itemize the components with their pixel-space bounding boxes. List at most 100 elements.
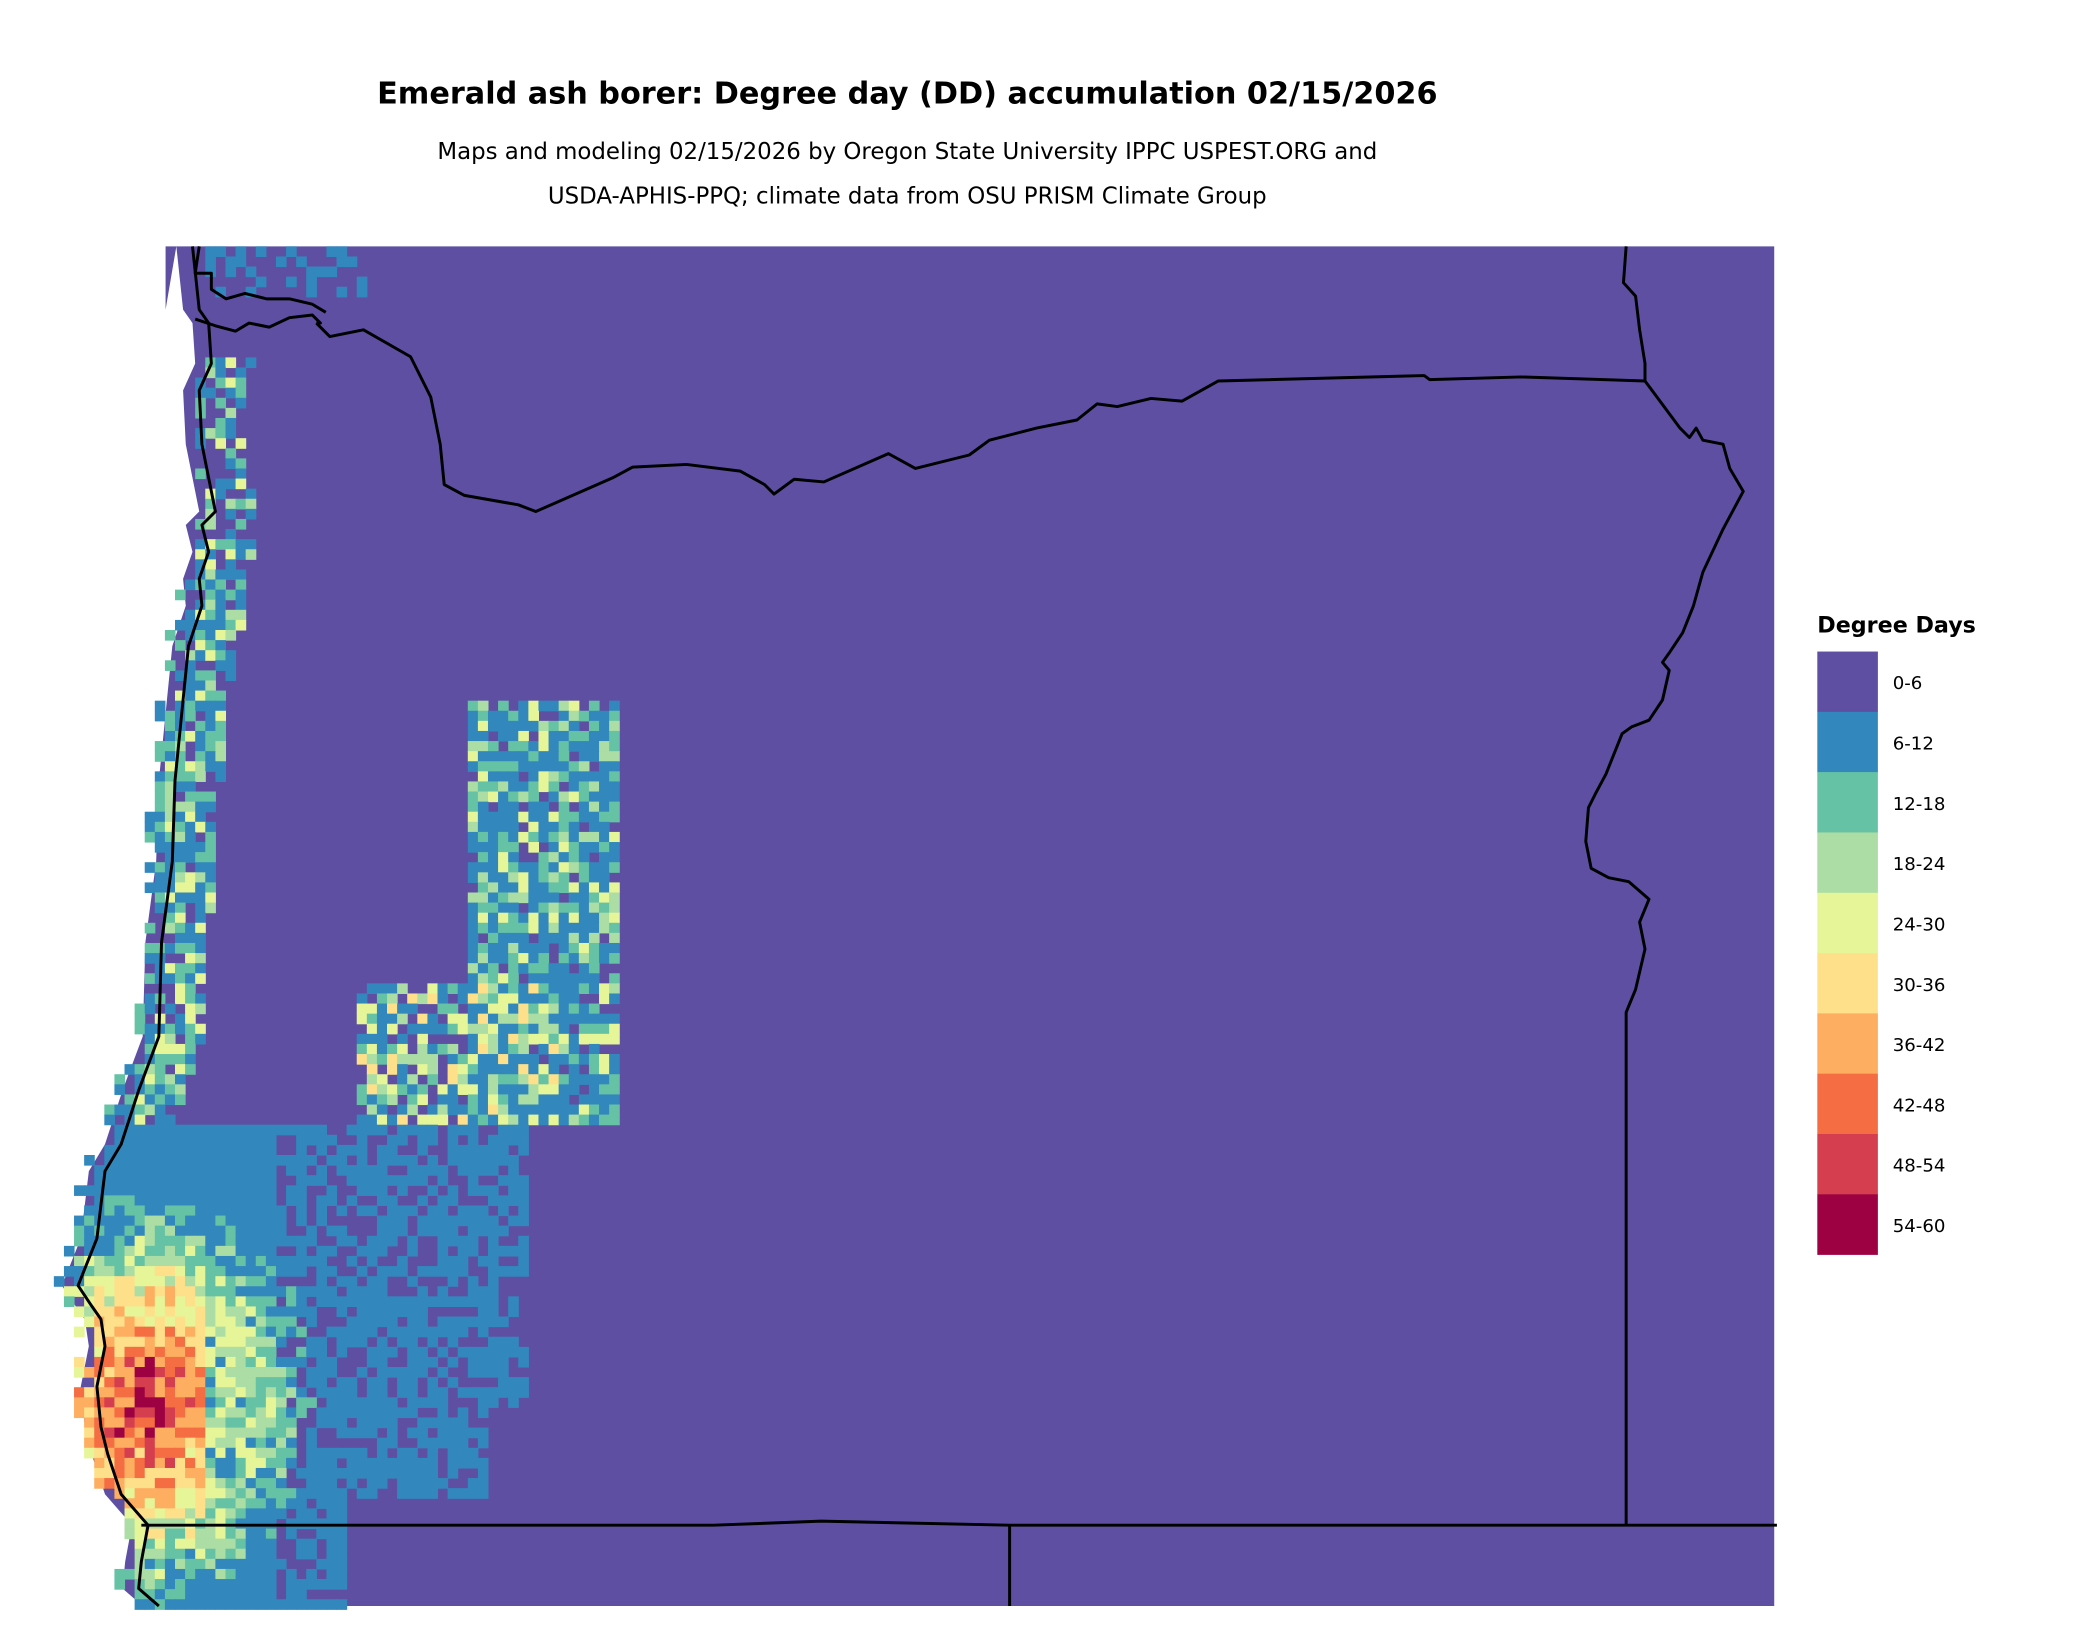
raster-cell [487, 1144, 499, 1156]
raster-cell [437, 1417, 449, 1429]
raster-cell [538, 1094, 550, 1106]
raster-cell [144, 821, 156, 833]
raster-cell [235, 518, 247, 530]
raster-cell [195, 872, 206, 883]
raster-cell [215, 1266, 227, 1277]
raster-cell [316, 1417, 327, 1429]
raster-cell [477, 963, 489, 974]
raster-cell [154, 1467, 166, 1479]
raster-cell [467, 1124, 479, 1136]
raster-cell [225, 428, 237, 439]
raster-cell [477, 922, 489, 934]
raster-cell [568, 741, 580, 752]
raster-cell [255, 1579, 267, 1590]
raster-cell [326, 1599, 338, 1610]
raster-cell [588, 963, 600, 974]
raster-cell [185, 852, 196, 863]
raster-cell [215, 1467, 227, 1479]
raster-cell [104, 1205, 115, 1217]
raster-cell [185, 700, 196, 712]
raster-cell [366, 1306, 378, 1318]
raster-cell [578, 730, 590, 742]
raster-cell [215, 700, 227, 712]
raster-cell [457, 1054, 469, 1065]
raster-cell [74, 1356, 85, 1368]
raster-cell [397, 983, 408, 995]
raster-cell [558, 720, 570, 732]
raster-cell [366, 1054, 378, 1065]
raster-cell [94, 1457, 105, 1469]
raster-cell [205, 710, 216, 722]
raster-cell [366, 1185, 378, 1196]
raster-cell [265, 1286, 277, 1297]
raster-cell [316, 1407, 327, 1419]
raster-cell [225, 1296, 237, 1307]
raster-cell [255, 1286, 267, 1297]
raster-cell [124, 1235, 136, 1247]
raster-cell [154, 1548, 166, 1560]
raster-cell [215, 1155, 227, 1166]
raster-cell [306, 1599, 317, 1610]
raster-cell [467, 942, 479, 954]
raster-cell [144, 1276, 156, 1287]
legend-swatch [1817, 1013, 1878, 1074]
raster-cell [195, 862, 206, 873]
raster-cell [558, 1043, 570, 1055]
raster-cell [306, 1255, 317, 1267]
raster-cell [185, 761, 196, 772]
raster-cell [205, 367, 216, 379]
raster-cell [397, 1124, 408, 1136]
raster-cell [215, 751, 227, 762]
raster-cell [205, 761, 216, 772]
raster-cell [508, 882, 519, 894]
legend-label: 30-36 [1893, 975, 1946, 996]
raster-cell [74, 1255, 85, 1267]
raster-cell [245, 1165, 257, 1176]
raster-cell [235, 1417, 247, 1429]
raster-cell [265, 1185, 277, 1196]
raster-cell [437, 1427, 449, 1439]
raster-cell [215, 1195, 227, 1207]
raster-cell [477, 1003, 489, 1015]
raster-cell [578, 1054, 590, 1065]
raster-cell [144, 882, 156, 894]
raster-cell [225, 1589, 237, 1600]
raster-cell [487, 1367, 499, 1378]
raster-cell [175, 1205, 186, 1217]
raster-cell [316, 1134, 327, 1146]
raster-cell [477, 1043, 489, 1055]
raster-cell [599, 872, 610, 883]
raster-cell [467, 831, 479, 843]
raster-cell [568, 842, 580, 853]
raster-cell [164, 973, 176, 984]
raster-cell [508, 791, 519, 803]
raster-cell [205, 680, 216, 692]
raster-cell [538, 953, 550, 964]
raster-cell [235, 256, 247, 268]
raster-cell [286, 1255, 297, 1267]
raster-cell [518, 1205, 529, 1217]
raster-cell [154, 1457, 166, 1469]
raster-cell [387, 1467, 398, 1479]
raster-cell [306, 1427, 317, 1439]
raster-cell [275, 1427, 287, 1439]
raster-cell [215, 1599, 227, 1610]
raster-cell [498, 710, 509, 722]
raster-cell [195, 1579, 206, 1590]
raster-cell [609, 942, 620, 954]
raster-cell [235, 1276, 247, 1287]
raster-cell [326, 1407, 338, 1419]
raster-cell [124, 1245, 136, 1257]
raster-cell [609, 842, 620, 853]
raster-cell [154, 1498, 166, 1509]
raster-cell [407, 1397, 418, 1408]
raster-cell [235, 397, 247, 409]
raster-cell [63, 1296, 75, 1307]
raster-cell [195, 549, 206, 560]
raster-cell [175, 1589, 186, 1600]
raster-cell [609, 710, 620, 722]
raster-cell [609, 1114, 620, 1126]
raster-cell [296, 1346, 307, 1358]
legend-swatch [1817, 1073, 1878, 1135]
raster-cell [255, 1336, 267, 1348]
